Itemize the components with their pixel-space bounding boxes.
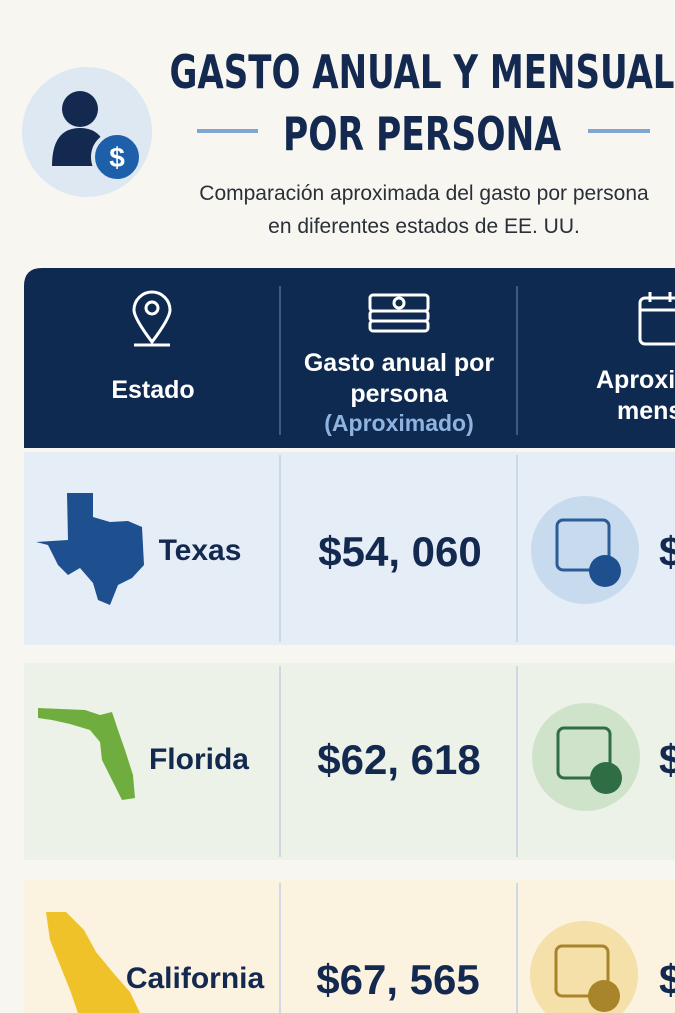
title-line: GASTO ANUAL Y MENSUAL xyxy=(170,45,675,99)
subtitle-line: en diferentes estados de EE. UU. xyxy=(268,215,580,238)
state-shape xyxy=(36,493,144,605)
state-name: California xyxy=(126,962,265,995)
monthly-amount: $ xyxy=(659,956,675,1003)
table-header xyxy=(24,268,675,448)
state-shape xyxy=(46,912,140,1013)
column-header: Estado xyxy=(111,376,194,404)
column-header: Gasto anual por persona xyxy=(304,349,495,408)
annual-amount: $62, 618 xyxy=(317,736,481,783)
state-name: Florida xyxy=(149,743,249,776)
svg-text:$: $ xyxy=(109,142,125,173)
subtitle-line: Comparación aproximada del gasto por per… xyxy=(199,182,649,205)
column-header: mens xyxy=(617,397,675,425)
monthly-amount: $ xyxy=(659,736,675,783)
calendar-icon xyxy=(530,496,640,1013)
annual-amount: $67, 565 xyxy=(316,956,480,1003)
annual-amount: $54, 060 xyxy=(318,528,482,575)
header-icon xyxy=(132,290,675,347)
column-header: Aproxi xyxy=(596,366,675,394)
monthly-amount: $ xyxy=(659,528,675,575)
dividers xyxy=(279,455,518,1013)
title-line: POR PERSONA xyxy=(283,107,561,161)
state-shape xyxy=(38,708,135,800)
column-note: (Aproximado) xyxy=(324,410,474,436)
state-name: Texas xyxy=(159,534,242,567)
person-icon: $ xyxy=(22,67,152,197)
